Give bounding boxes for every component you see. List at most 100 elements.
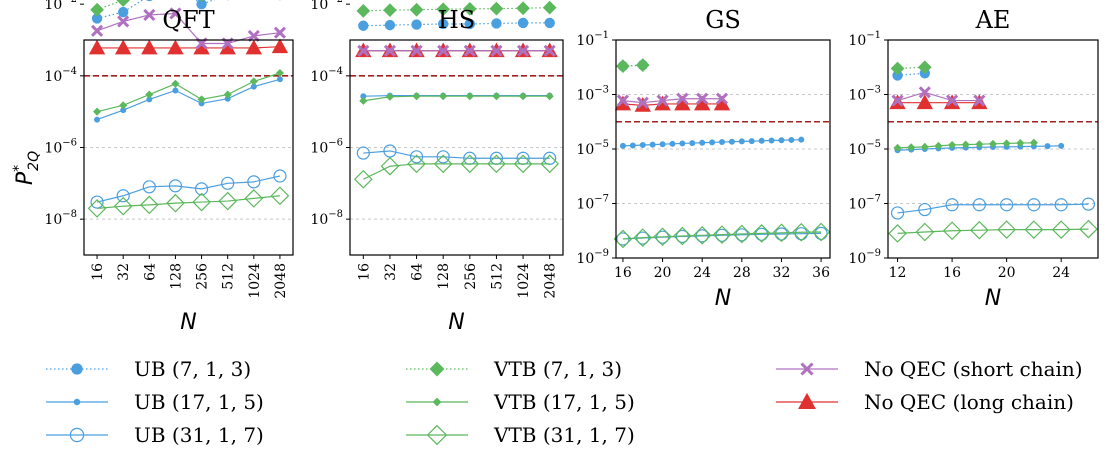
data-point-vtb31 <box>752 224 771 243</box>
data-point-vtb31 <box>244 189 264 208</box>
data-point-long <box>245 39 262 55</box>
data-point-long <box>141 39 158 55</box>
data-point-short <box>143 8 156 22</box>
x-tick-label: 28 <box>733 265 751 281</box>
data-point-vtb7 <box>436 2 451 17</box>
y-tick-label: 10−4 <box>44 66 77 85</box>
data-point-ub17 <box>639 142 646 149</box>
series-line-short <box>96 12 281 45</box>
data-point-vtb31 <box>192 192 211 212</box>
data-point-short <box>517 44 530 57</box>
series-short <box>891 86 986 107</box>
series-line-vtb31 <box>363 163 550 180</box>
data-point-ub17 <box>669 140 676 147</box>
x-tick-label: 32 <box>383 263 399 281</box>
series-vtb7 <box>616 58 650 73</box>
data-point-ub7 <box>358 20 369 31</box>
legend-marker <box>432 397 442 407</box>
data-point-ub17 <box>748 138 755 145</box>
y-tick-label: 10−9 <box>848 248 881 267</box>
series-vtb31 <box>888 219 1098 243</box>
panel-ae: 10−9 10−7 10−5 10−3 10−1 12 16 20 24 AE N <box>848 6 1099 311</box>
legend-marker <box>73 398 81 406</box>
data-point-vtb17 <box>412 92 421 101</box>
data-point-vtb7 <box>516 1 530 16</box>
legend-label: VTB (7, 1, 3) <box>493 357 622 381</box>
y-tick-label: 10−3 <box>576 85 609 104</box>
data-point-vtb17 <box>545 92 554 101</box>
y-tick-label: 10−2 <box>44 0 77 13</box>
data-point-vtb31 <box>113 196 133 216</box>
data-point-vtb31 <box>732 224 752 244</box>
x-tick-label: 12 <box>889 265 907 281</box>
x-tick-label: 24 <box>693 265 711 281</box>
legend-marker <box>800 362 814 376</box>
legend-item-vtb17: VTB (17, 1, 5) <box>406 390 635 414</box>
data-point-ub31 <box>1081 197 1096 211</box>
x-tick-label: 16 <box>356 263 372 281</box>
x-tick-label: 256 <box>195 263 211 290</box>
data-point-vtb17 <box>988 139 998 148</box>
data-point-ub17 <box>94 116 101 123</box>
data-point-ub31 <box>755 227 769 241</box>
data-point-vtb7 <box>409 2 424 17</box>
data-point-vtb7 <box>199 0 204 2</box>
data-point-vtb17 <box>975 140 984 149</box>
x-tick-label: 16 <box>90 263 106 281</box>
data-point-vtb17 <box>492 92 501 101</box>
data-point-vtb17 <box>249 77 258 86</box>
data-point-vtb31 <box>270 186 290 206</box>
legend-label: No QEC (long chain) <box>864 390 1074 414</box>
data-point-long <box>115 39 132 55</box>
data-point-short <box>463 44 476 57</box>
legend-marker <box>798 392 816 410</box>
data-point-long <box>88 39 106 55</box>
series-ub7 <box>91 0 282 24</box>
data-point-vtb17 <box>197 95 206 104</box>
data-point-ub7 <box>384 19 396 31</box>
data-point-ub17 <box>1044 143 1051 150</box>
data-point-vtb7 <box>616 59 630 73</box>
data-point-short <box>636 96 649 109</box>
x-tick-label: 128 <box>436 263 452 290</box>
data-point-ub17 <box>719 139 726 146</box>
data-point-ub31 <box>735 228 749 242</box>
data-point-vtb31 <box>673 226 692 246</box>
series-vtb17 <box>893 138 1038 152</box>
data-point-short <box>696 92 709 105</box>
data-point-long <box>167 39 184 55</box>
y-tick-label: 10−1 <box>576 30 609 49</box>
legend-marker <box>71 363 83 375</box>
series-line-vtb7 <box>363 7 550 12</box>
data-point-vtb17 <box>119 101 128 110</box>
series-long <box>88 38 289 55</box>
series-vtb7 <box>356 0 557 18</box>
legend-label: VTB (17, 1, 5) <box>493 390 635 414</box>
data-point-ub31 <box>273 169 287 183</box>
data-point-ub17 <box>689 140 696 147</box>
data-point-ub7 <box>146 0 153 2</box>
panel-qft: 10−8 10−6 10−4 10−2 16 32 64 128 256 512 1024 2048 Q… <box>44 0 294 335</box>
series-line-short <box>897 91 980 102</box>
y-tick-label: 10−9 <box>576 248 609 267</box>
data-point-ub31 <box>945 198 959 212</box>
series-vtb17 <box>359 92 554 105</box>
data-point-vtb7 <box>635 58 650 72</box>
data-point-vtb7 <box>489 1 504 16</box>
y-tick-label: 10−4 <box>310 66 343 85</box>
x-tick-label: 16 <box>943 265 961 281</box>
series-line-ub31 <box>897 203 1089 214</box>
data-point-vtb17 <box>171 79 180 88</box>
data-point-ub31 <box>116 189 130 203</box>
data-point-ub31 <box>890 206 905 220</box>
data-point-vtb7 <box>383 3 397 18</box>
data-point-ub31 <box>221 176 235 190</box>
series-line-vtb17 <box>363 95 550 102</box>
panel-title: GS <box>705 6 741 34</box>
y-tick-label: 10−7 <box>576 194 609 213</box>
legend-item-vtb31: VTB (31, 1, 7) <box>406 423 635 447</box>
legend-item-ub17: UB (17, 1, 5) <box>46 390 264 414</box>
data-point-ub17 <box>659 141 666 148</box>
y-axis-label: P*2Q <box>11 151 42 185</box>
data-point-vtb31 <box>139 195 159 215</box>
